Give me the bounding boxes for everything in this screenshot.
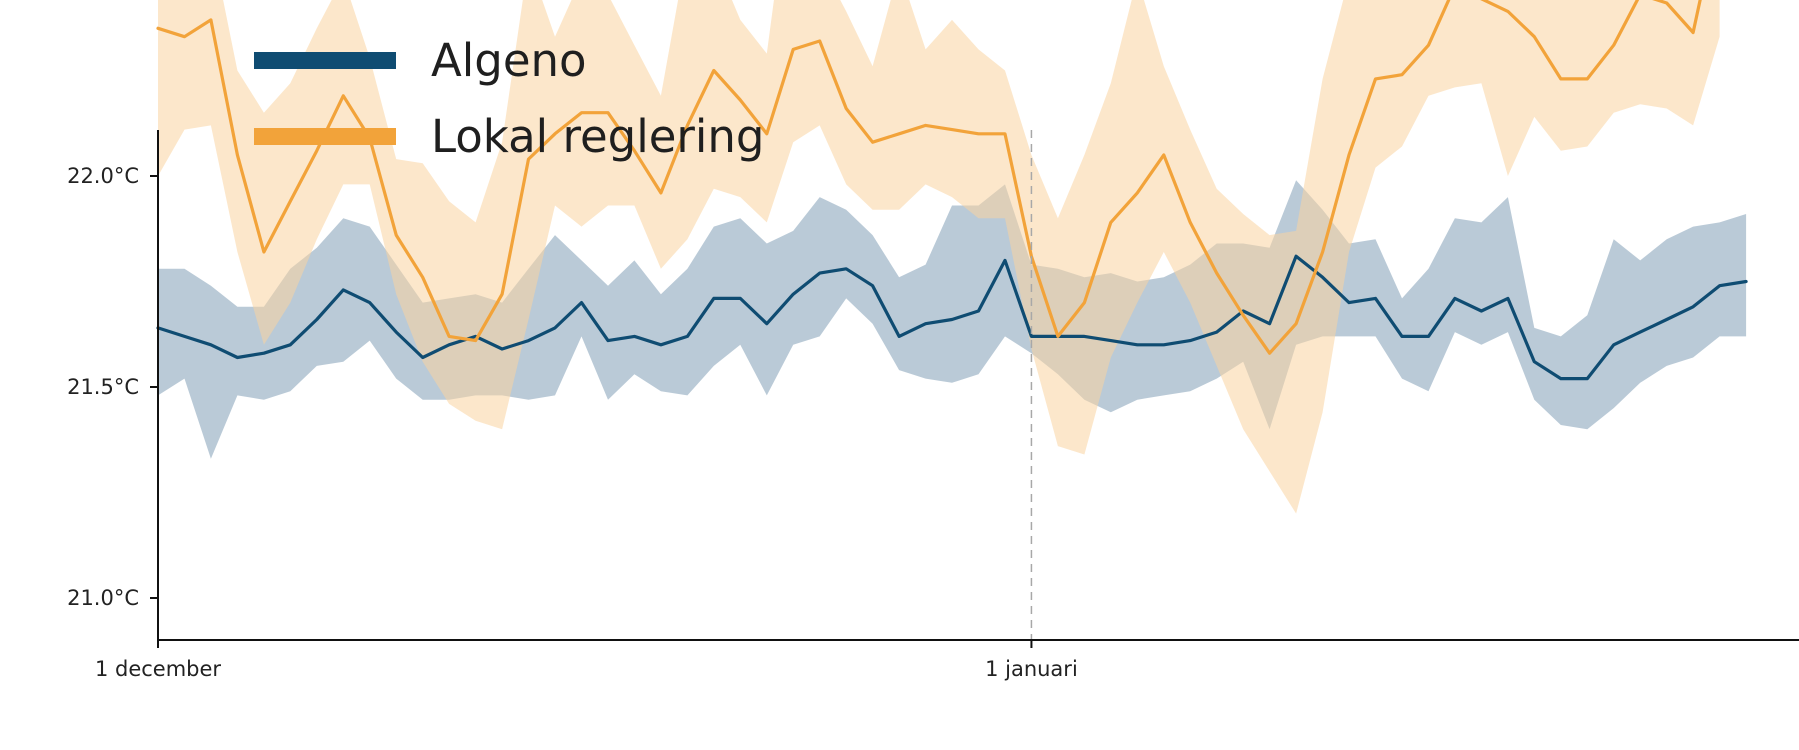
series-line-lokal-reglering <box>156 0 1702 355</box>
y-tick-label: 21.0°C <box>67 586 139 610</box>
x-tick-label: 1 december <box>95 657 221 681</box>
y-tick-label: 22.0°C <box>67 164 139 188</box>
series-lines <box>156 0 1748 381</box>
band-lokal-reglering <box>158 0 1720 514</box>
x-tick-label: 1 januari <box>985 657 1078 681</box>
y-tick-label: 21.5°C <box>67 375 139 399</box>
legend: Algeno Lokal reglering <box>254 34 765 163</box>
series-line-algeno <box>156 254 1748 381</box>
legend-swatch <box>254 52 396 69</box>
uncertainty-bands <box>158 0 1747 514</box>
legend-swatch <box>254 128 396 145</box>
legend-label: Algeno <box>431 34 587 87</box>
axes: 21.0°C21.5°C22.0°C22.5°C23.0°C1 december… <box>67 130 1799 681</box>
legend-label: Lokal reglering <box>431 110 765 163</box>
